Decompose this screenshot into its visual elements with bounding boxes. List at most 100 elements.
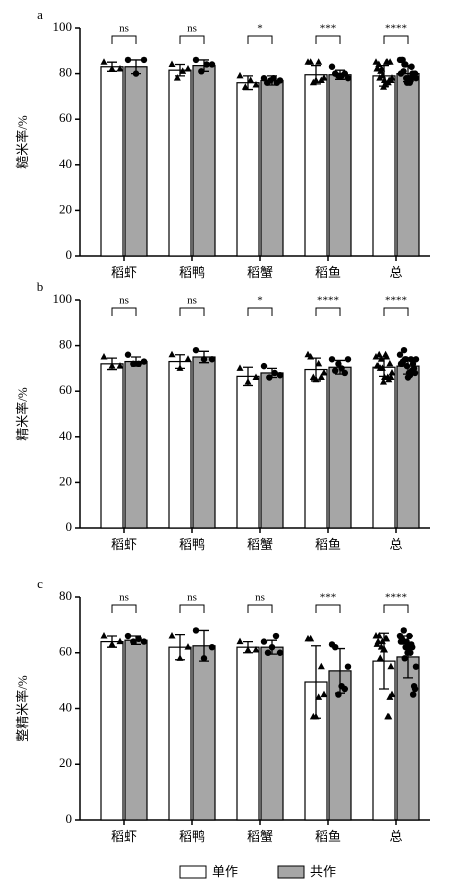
data-point <box>307 634 315 642</box>
significance-label: ns <box>119 295 129 307</box>
data-point <box>315 58 323 65</box>
data-point <box>192 346 200 354</box>
data-point <box>266 374 273 381</box>
significance-bracket <box>383 35 409 44</box>
data-point <box>140 56 148 64</box>
data-point <box>338 365 345 372</box>
data-point <box>386 58 394 65</box>
data-point <box>268 643 276 651</box>
data-point <box>401 655 408 662</box>
data-point <box>116 637 124 645</box>
data-point <box>176 364 184 371</box>
data-point <box>375 632 383 639</box>
data-point <box>260 638 268 645</box>
y-tick-label: 0 <box>66 247 73 262</box>
data-point <box>317 373 325 381</box>
data-point <box>412 663 420 670</box>
data-point <box>200 356 208 363</box>
y-tick-label: 60 <box>59 382 72 397</box>
y-tick-label: 80 <box>59 588 72 603</box>
data-point <box>344 663 352 670</box>
data-point <box>276 77 284 84</box>
bar <box>396 72 420 257</box>
data-point <box>252 81 260 88</box>
data-point <box>116 65 124 72</box>
data-point <box>341 369 348 377</box>
y-tick-label: 60 <box>59 644 72 659</box>
data-point <box>208 356 216 363</box>
bar <box>328 74 352 257</box>
data-point <box>236 364 244 371</box>
significance-bracket <box>315 35 341 44</box>
data-point <box>315 693 323 700</box>
significance-label: ns <box>187 592 197 604</box>
x-tick-label: 稻蟹 <box>247 265 273 280</box>
data-point <box>332 367 339 374</box>
y-tick-label: 100 <box>53 291 73 306</box>
data-point <box>312 375 320 383</box>
data-point <box>412 356 420 363</box>
data-point <box>341 70 348 77</box>
y-tick-label: 40 <box>59 699 72 714</box>
data-point <box>400 68 407 75</box>
data-point <box>320 690 328 698</box>
data-point <box>383 353 391 360</box>
data-point <box>260 362 268 370</box>
bar <box>372 366 396 529</box>
bar <box>236 375 260 529</box>
data-point <box>412 74 420 82</box>
significance-bracket <box>179 35 205 44</box>
data-point <box>124 56 132 64</box>
x-tick-label: 稻鱼 <box>315 265 341 280</box>
data-point <box>402 356 410 363</box>
data-point <box>381 645 389 653</box>
data-point <box>176 654 184 661</box>
significance-label: ns <box>119 592 129 604</box>
significance-label: *** <box>320 23 337 35</box>
y-tick-label: 0 <box>66 519 73 534</box>
bar <box>304 74 328 257</box>
x-tick-label: 稻蟹 <box>247 829 273 844</box>
panel-label: b <box>37 279 44 294</box>
x-tick-label: 稻鸭 <box>179 265 205 280</box>
data-point <box>403 362 411 370</box>
data-point <box>184 643 192 650</box>
data-point <box>400 346 408 354</box>
data-point <box>236 71 244 79</box>
data-point <box>200 655 208 662</box>
x-tick-label: 稻鱼 <box>315 537 341 552</box>
significance-bracket <box>315 604 341 613</box>
bar <box>236 82 260 257</box>
x-tick-label: 稻虾 <box>111 265 137 280</box>
data-point <box>344 356 352 363</box>
data-point <box>276 649 284 656</box>
significance-label: ns <box>119 23 129 35</box>
bar <box>100 640 124 821</box>
bar <box>192 356 216 529</box>
data-point <box>270 74 277 82</box>
data-point <box>116 362 124 369</box>
y-tick-label: 20 <box>59 755 72 770</box>
y-axis-label: 整精米率/% <box>15 675 30 742</box>
data-point <box>320 368 328 376</box>
x-tick-label: 稻蟹 <box>247 537 273 552</box>
data-point <box>276 372 284 379</box>
data-point <box>208 643 216 651</box>
data-point <box>100 58 108 65</box>
y-tick-label: 40 <box>59 156 72 171</box>
legend-swatch <box>179 865 207 879</box>
data-point <box>328 63 336 70</box>
data-point <box>402 61 409 68</box>
data-point <box>335 360 342 368</box>
data-point <box>168 60 176 67</box>
data-point <box>192 627 200 634</box>
data-point <box>168 350 176 358</box>
bar <box>260 79 284 257</box>
y-tick-label: 100 <box>53 19 73 34</box>
data-point <box>320 74 328 81</box>
data-point <box>100 353 108 360</box>
data-point <box>135 360 142 368</box>
data-point <box>140 358 148 365</box>
data-point <box>130 360 137 368</box>
bar <box>124 360 148 529</box>
